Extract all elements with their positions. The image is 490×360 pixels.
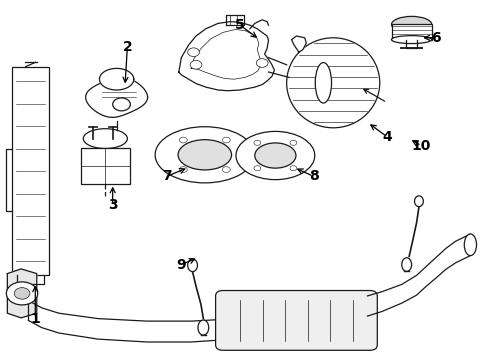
Polygon shape <box>99 68 134 90</box>
Circle shape <box>6 282 38 305</box>
Ellipse shape <box>415 196 423 207</box>
Ellipse shape <box>188 259 197 271</box>
Circle shape <box>179 137 187 143</box>
Circle shape <box>188 48 199 57</box>
Ellipse shape <box>287 38 380 128</box>
Bar <box>12 67 49 275</box>
Ellipse shape <box>198 320 209 335</box>
Circle shape <box>254 166 261 171</box>
Ellipse shape <box>236 131 315 180</box>
Polygon shape <box>292 36 306 52</box>
Text: 5: 5 <box>235 18 245 32</box>
Polygon shape <box>7 269 37 318</box>
Ellipse shape <box>83 129 127 148</box>
Ellipse shape <box>392 36 432 44</box>
Circle shape <box>222 167 230 172</box>
Text: 8: 8 <box>309 170 318 183</box>
Bar <box>81 148 130 184</box>
Circle shape <box>14 288 30 299</box>
Polygon shape <box>86 77 147 117</box>
Circle shape <box>222 137 230 143</box>
Bar <box>392 24 432 40</box>
Text: 6: 6 <box>431 31 441 45</box>
Circle shape <box>190 60 202 69</box>
Text: 4: 4 <box>382 130 392 144</box>
Circle shape <box>254 140 261 145</box>
Circle shape <box>290 140 297 145</box>
Text: 9: 9 <box>176 258 186 271</box>
FancyBboxPatch shape <box>216 291 377 350</box>
Ellipse shape <box>465 234 476 256</box>
Text: 1: 1 <box>30 312 40 325</box>
Ellipse shape <box>155 127 254 183</box>
Polygon shape <box>179 22 274 91</box>
Text: 7: 7 <box>162 170 172 183</box>
Ellipse shape <box>178 140 232 170</box>
Text: 3: 3 <box>108 198 118 212</box>
Text: 10: 10 <box>412 139 431 153</box>
Circle shape <box>113 98 130 111</box>
Circle shape <box>290 166 297 171</box>
Ellipse shape <box>255 143 296 168</box>
Ellipse shape <box>402 258 412 271</box>
Ellipse shape <box>392 16 432 32</box>
Text: 2: 2 <box>122 40 132 54</box>
Circle shape <box>179 167 187 172</box>
Ellipse shape <box>315 63 332 103</box>
Circle shape <box>256 59 268 67</box>
